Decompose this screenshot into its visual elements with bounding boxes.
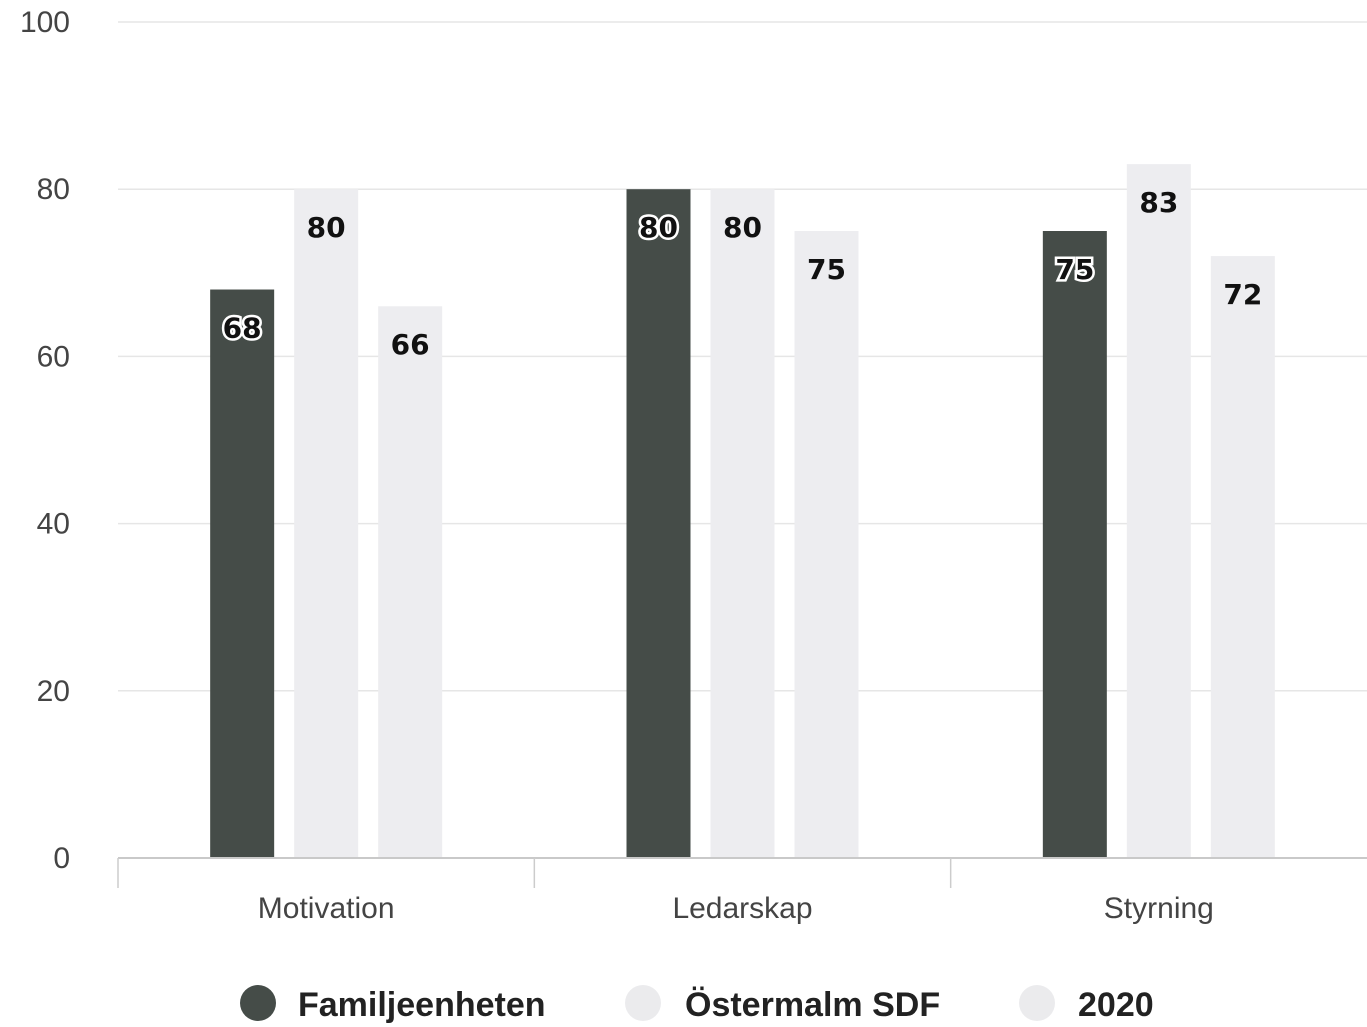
y-tick-label-100: 100: [20, 6, 70, 39]
bar-motivation-0: [210, 289, 275, 858]
legend-label-1: Östermalm SDF: [685, 986, 940, 1024]
data-labels: 68 80 66 80 80 75 75 83 72: [220, 186, 1262, 361]
data-label: 80: [723, 211, 762, 244]
x-axis: Motivation Ledarskap Styrning: [117, 857, 1367, 925]
legend-marker-1: [625, 985, 661, 1021]
bar-styrning-1: [1126, 164, 1191, 858]
bar-ledarskap-1: [710, 189, 775, 858]
data-label: 83: [1139, 186, 1178, 219]
legend-label-0: Familjeenheten: [298, 986, 546, 1024]
data-label: 75: [807, 253, 846, 286]
data-label: 68: [223, 312, 262, 345]
x-tick-label-styrning: Styrning: [1104, 892, 1214, 925]
legend[interactable]: Familjeenheten Östermalm SDF 2020: [240, 985, 1154, 1024]
x-tick-label-ledarskap: Ledarskap: [672, 892, 812, 925]
x-tick-label-motivation: Motivation: [258, 892, 395, 925]
bar-motivation-2: [378, 306, 443, 858]
bars: [210, 164, 1275, 859]
y-axis: 0 20 40 60 80 100: [20, 6, 70, 875]
bar-ledarskap-2: [794, 231, 859, 858]
y-tick-label-60: 60: [37, 340, 70, 373]
bar-ledarskap-0: [626, 189, 691, 858]
y-tick-label-20: 20: [37, 675, 70, 708]
y-tick-label-80: 80: [37, 173, 70, 206]
bar-styrning-0: [1042, 231, 1107, 858]
data-label: 75: [1055, 253, 1094, 286]
data-label: 72: [1223, 278, 1262, 311]
legend-label-2: 2020: [1078, 986, 1154, 1024]
bar-motivation-1: [294, 189, 359, 858]
data-label: 80: [307, 211, 346, 244]
bar-styrning-2: [1210, 256, 1275, 859]
legend-marker-2: [1019, 985, 1055, 1021]
data-label: 66: [391, 328, 430, 361]
y-tick-label-0: 0: [53, 842, 70, 875]
legend-marker-0: [240, 985, 276, 1021]
y-tick-label-40: 40: [37, 508, 70, 541]
data-label: 80: [639, 211, 678, 244]
